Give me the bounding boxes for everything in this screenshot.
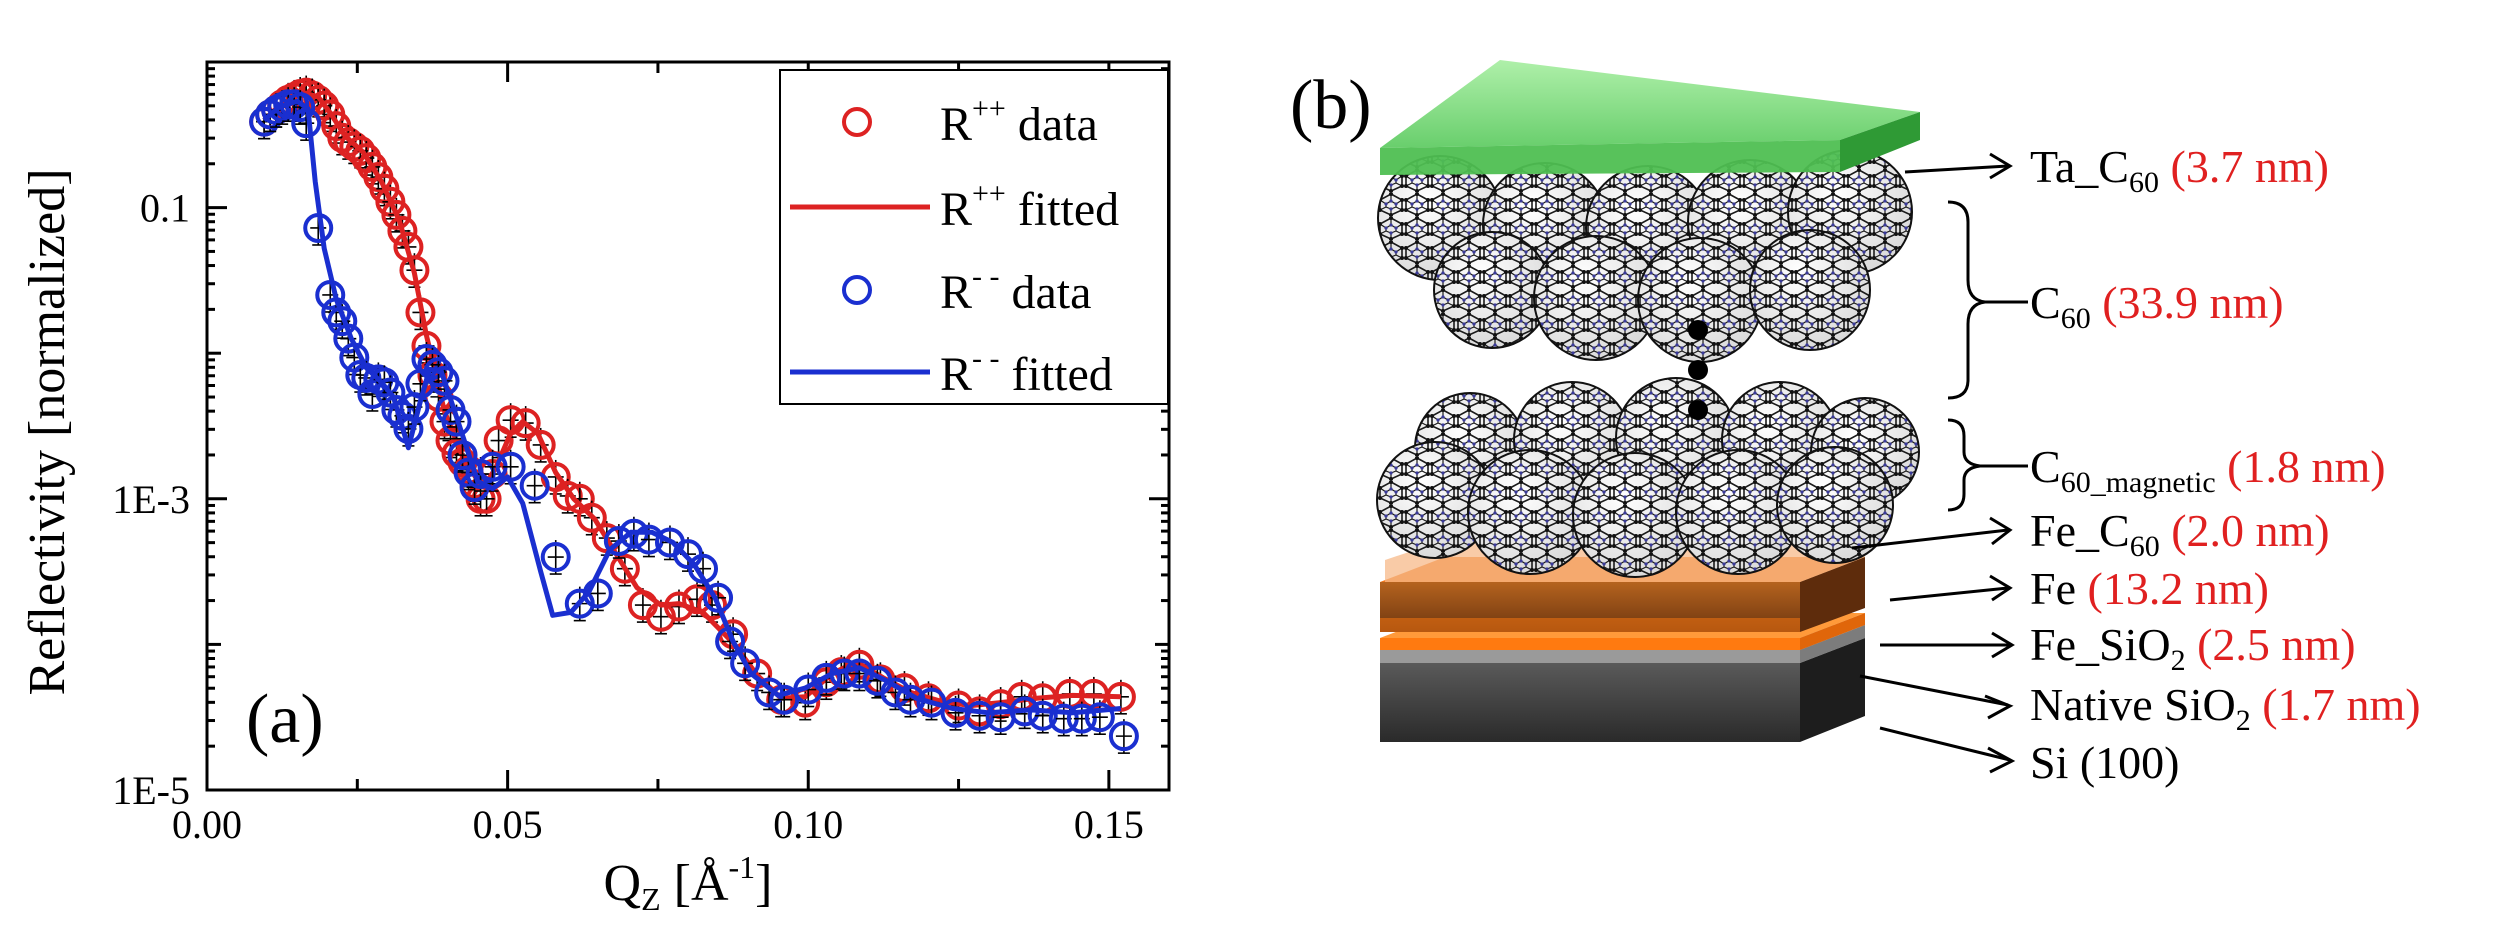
- c60-molecule: [1433, 231, 1551, 349]
- x-tick-label: 0.10: [773, 802, 843, 847]
- legend-label-rmm-data: R- - data: [940, 260, 1091, 319]
- c60-molecule-cage: [1637, 237, 1763, 363]
- rmm_data-point: [730, 648, 761, 679]
- layer-label-fe: Fe (13.2 nm): [2030, 563, 2269, 614]
- rmm_data-point: [1027, 700, 1058, 731]
- plot-frame: [205, 60, 1171, 792]
- rmm_data-point: [916, 687, 947, 718]
- c60-molecule-cage: [1433, 231, 1551, 349]
- c60-molecule: [1776, 446, 1894, 564]
- x-axis-label: QZ [Å-1]: [604, 849, 773, 917]
- rpp_data-point: [381, 199, 412, 230]
- rpp_data-point: [576, 502, 607, 533]
- rmm_data-point: [603, 526, 634, 557]
- arrow-si: [1879, 726, 2011, 762]
- rmm_data-point: [540, 542, 571, 573]
- rmm_data-point: [429, 365, 460, 396]
- rmm_data-point: [1108, 721, 1139, 752]
- c60-magnetic-cluster: [1376, 377, 1920, 578]
- c60-molecule: [1572, 452, 1698, 578]
- arrowhead-sio2: [1984, 694, 2014, 720]
- rmm_fit-curve: [262, 98, 1122, 716]
- layer-arrows: [1851, 152, 2016, 774]
- legend-marker-rpp-data: [842, 107, 872, 137]
- dot: [1688, 360, 1708, 380]
- dot: [1688, 320, 1708, 340]
- layer-label-c60: C60 (33.9 nm): [2030, 277, 2284, 335]
- rpp_data-point: [609, 553, 640, 584]
- arrow-fe: [1889, 586, 2009, 602]
- rpp_data-point: [387, 215, 418, 246]
- rmm_data-point: [964, 700, 995, 731]
- c60-molecule: [1467, 449, 1593, 575]
- rmm_data-point: [519, 470, 550, 501]
- c60-molecule: [1749, 229, 1871, 351]
- panel-b-schematic: (b): [1290, 60, 2421, 788]
- arrowhead-ta: [1989, 152, 2013, 180]
- c60-molecule-cage: [1776, 446, 1894, 564]
- legend-marker-rmm-data: [842, 275, 872, 305]
- x-tick-label: 0.05: [473, 802, 543, 847]
- arrow-fec60: [1851, 528, 2009, 550]
- layer-labels: Ta_C60 (3.7 nm) C60 (33.9 nm) C60_magnet…: [2030, 141, 2421, 788]
- arrow-sio2: [1859, 674, 2009, 707]
- x-tick-label: 0.00: [172, 802, 242, 847]
- arrowhead-fec60: [1989, 516, 2013, 546]
- rmm_data-point: [441, 406, 472, 437]
- c60-molecule-cage: [1749, 229, 1871, 351]
- panel-b-label: (b): [1290, 67, 1372, 144]
- rmm_data-point: [769, 684, 800, 715]
- y-tick-label: 1E-3: [112, 477, 190, 522]
- c60-molecule: [1637, 237, 1763, 363]
- rmm_data-point: [1066, 703, 1097, 734]
- c60-molecule: [1376, 441, 1494, 559]
- plot-series: [249, 75, 1139, 754]
- rmm_data-point: [1084, 702, 1115, 733]
- layer-label-ta: Ta_C60 (3.7 nm): [2030, 141, 2329, 199]
- panel-a-chart: 0.00 0.05 0.10 0.15 0.1 1E-3 1E-5 Reflectivit…: [19, 60, 1171, 917]
- layer-label-c60-magnetic: C60_magnetic (1.8 nm): [2030, 441, 2386, 499]
- ta-cap-layer: [1380, 60, 1920, 175]
- x-tick-label: 0.15: [1074, 802, 1144, 847]
- y-tick-label: 1E-5: [112, 768, 190, 813]
- arrowhead-fesio2: [1991, 631, 2015, 659]
- y-axis-label: Reflectivity [normalized]: [19, 168, 76, 695]
- legend-label-rpp-fit: R++ fitted: [940, 177, 1119, 236]
- layer-label-si: Si (100): [2030, 737, 2180, 788]
- arrow-ta: [1904, 164, 2009, 174]
- rmm_data-point: [811, 662, 842, 693]
- layer-label-native-sio2: Native SiO2 (1.7 nm): [2030, 679, 2421, 737]
- layer-label-fe-c60: Fe_C60 (2.0 nm): [2030, 505, 2330, 563]
- legend-label-rmm-fit: R- - fitted: [940, 342, 1113, 401]
- x-tick-labels: 0.00 0.05 0.10 0.15: [172, 802, 1144, 847]
- dot: [1688, 400, 1708, 420]
- continuation-dots: [1688, 320, 1708, 420]
- y-tick-labels: 0.1 1E-3 1E-5: [112, 186, 190, 813]
- legend-label-rpp-data: R++ data: [940, 92, 1098, 151]
- c60-molecule: [1533, 235, 1659, 361]
- arrowhead-si: [1987, 746, 2016, 774]
- rpp_data-point: [525, 429, 556, 460]
- arrowhead-fe: [1989, 574, 2013, 602]
- panel-a-label: (a): [246, 681, 324, 758]
- c60-bulk-cluster: [1377, 149, 1913, 363]
- c60-bulk-brace: [1947, 200, 1986, 400]
- c60-molecule: [1675, 449, 1801, 575]
- layer-label-fe-sio2: Fe_SiO2 (2.5 nm): [2030, 619, 2356, 677]
- c60-magnetic-brace: [1947, 418, 1981, 512]
- chart-legend: R++ data R++ fitted R- - data R- - fitte…: [779, 69, 1169, 405]
- rmm_data-point: [375, 377, 406, 408]
- rpp_data-point: [552, 480, 583, 511]
- rpp_data-point: [510, 408, 541, 439]
- y-tick-label: 0.1: [140, 186, 190, 231]
- rmm_data-point: [285, 92, 316, 123]
